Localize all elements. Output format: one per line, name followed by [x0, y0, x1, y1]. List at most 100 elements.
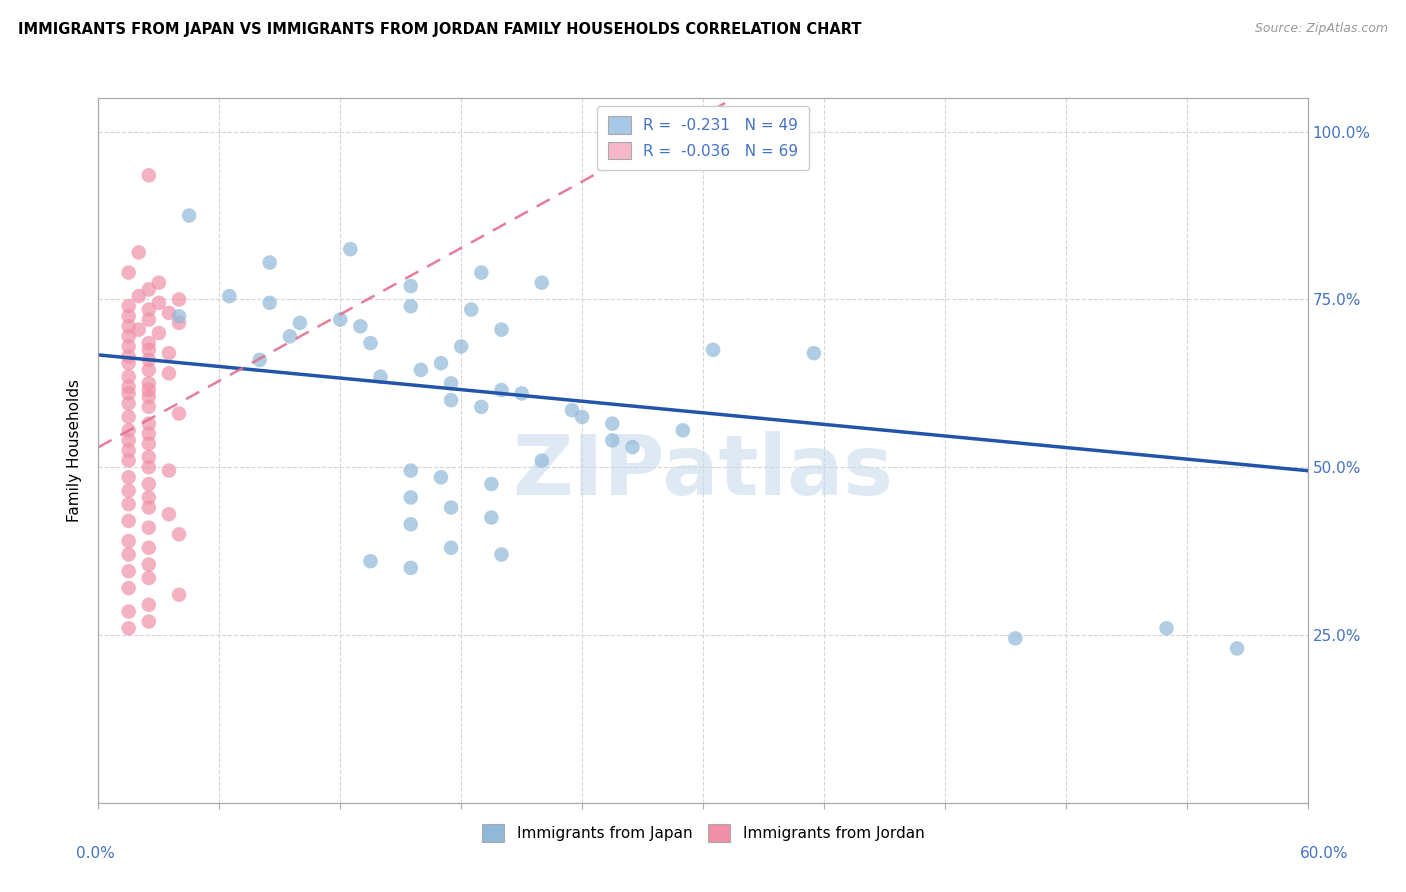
Point — [803, 346, 825, 360]
Point — [470, 400, 492, 414]
Point — [157, 306, 180, 320]
Point — [118, 423, 141, 437]
Point — [157, 507, 180, 521]
Point — [349, 319, 371, 334]
Point — [118, 266, 141, 280]
Point — [430, 356, 453, 370]
Point — [118, 409, 141, 424]
Point — [571, 409, 593, 424]
Text: 0.0%: 0.0% — [76, 847, 115, 861]
Point — [491, 383, 513, 397]
Point — [1156, 621, 1178, 635]
Text: 60.0%: 60.0% — [1301, 847, 1348, 861]
Point — [118, 356, 141, 370]
Point — [672, 423, 695, 437]
Point — [138, 336, 160, 351]
Point — [138, 376, 160, 391]
Point — [399, 299, 422, 313]
Point — [440, 500, 463, 515]
Point — [138, 352, 160, 367]
Point — [118, 310, 141, 324]
Point — [118, 548, 141, 562]
Point — [118, 443, 141, 458]
Point — [370, 369, 392, 384]
Point — [138, 383, 160, 397]
Point — [167, 310, 190, 324]
Point — [138, 282, 160, 296]
Point — [530, 453, 553, 467]
Point — [118, 564, 141, 578]
Point — [329, 312, 352, 326]
Point — [138, 343, 160, 357]
Point — [167, 588, 190, 602]
Point — [167, 407, 190, 421]
Point — [138, 558, 160, 572]
Point — [138, 477, 160, 491]
Point — [430, 470, 453, 484]
Point — [138, 460, 160, 475]
Point — [288, 316, 311, 330]
Point — [450, 339, 472, 353]
Point — [723, 141, 745, 155]
Point — [399, 517, 422, 532]
Point — [138, 500, 160, 515]
Point — [530, 276, 553, 290]
Point — [470, 266, 492, 280]
Point — [148, 295, 170, 310]
Point — [157, 366, 180, 380]
Point — [157, 464, 180, 478]
Point — [118, 453, 141, 467]
Point — [399, 279, 422, 293]
Point — [138, 571, 160, 585]
Point — [491, 548, 513, 562]
Point — [481, 477, 503, 491]
Point — [118, 396, 141, 410]
Point — [138, 436, 160, 450]
Point — [249, 352, 271, 367]
Text: IMMIGRANTS FROM JAPAN VS IMMIGRANTS FROM JORDAN FAMILY HOUSEHOLDS CORRELATION CH: IMMIGRANTS FROM JAPAN VS IMMIGRANTS FROM… — [18, 22, 862, 37]
Text: Source: ZipAtlas.com: Source: ZipAtlas.com — [1254, 22, 1388, 36]
Point — [561, 403, 583, 417]
Point — [138, 417, 160, 431]
Point — [118, 581, 141, 595]
Point — [440, 541, 463, 555]
Point — [118, 470, 141, 484]
Point — [440, 376, 463, 391]
Point — [118, 534, 141, 549]
Text: ZIPatlas: ZIPatlas — [513, 431, 893, 512]
Point — [138, 598, 160, 612]
Point — [259, 295, 281, 310]
Point — [118, 380, 141, 394]
Point — [128, 289, 150, 303]
Point — [602, 417, 624, 431]
Point — [138, 541, 160, 555]
Point — [360, 554, 382, 568]
Point — [138, 426, 160, 441]
Point — [118, 483, 141, 498]
Point — [1226, 641, 1249, 656]
Point — [138, 363, 160, 377]
Point — [118, 605, 141, 619]
Point — [1004, 632, 1026, 646]
Y-axis label: Family Households: Family Households — [67, 379, 83, 522]
Point — [399, 491, 422, 505]
Point — [399, 561, 422, 575]
Legend: Immigrants from Japan, Immigrants from Jordan: Immigrants from Japan, Immigrants from J… — [475, 818, 931, 848]
Point — [167, 293, 190, 307]
Point — [118, 386, 141, 401]
Point — [118, 369, 141, 384]
Point — [138, 312, 160, 326]
Point — [128, 323, 150, 337]
Point — [118, 497, 141, 511]
Point — [460, 302, 482, 317]
Point — [138, 390, 160, 404]
Point — [702, 343, 724, 357]
Point — [602, 434, 624, 448]
Point — [138, 491, 160, 505]
Point — [481, 510, 503, 524]
Point — [118, 434, 141, 448]
Point — [128, 245, 150, 260]
Point — [148, 326, 170, 340]
Point — [138, 169, 160, 183]
Point — [138, 615, 160, 629]
